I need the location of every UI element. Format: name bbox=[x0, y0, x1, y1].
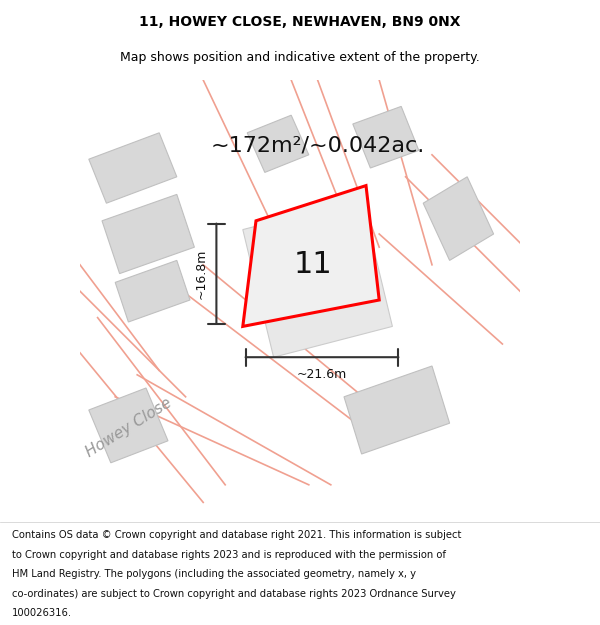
Polygon shape bbox=[102, 194, 194, 274]
Text: 100026316.: 100026316. bbox=[12, 608, 72, 618]
Text: Contains OS data © Crown copyright and database right 2021. This information is : Contains OS data © Crown copyright and d… bbox=[12, 531, 461, 541]
Text: Howey Close: Howey Close bbox=[83, 395, 174, 460]
Polygon shape bbox=[423, 177, 494, 261]
Polygon shape bbox=[344, 366, 449, 454]
Polygon shape bbox=[115, 261, 190, 322]
Text: Map shows position and indicative extent of the property.: Map shows position and indicative extent… bbox=[120, 51, 480, 64]
Text: ~16.8m: ~16.8m bbox=[194, 248, 208, 299]
Text: HM Land Registry. The polygons (including the associated geometry, namely x, y: HM Land Registry. The polygons (includin… bbox=[12, 569, 416, 579]
Text: co-ordinates) are subject to Crown copyright and database rights 2023 Ordnance S: co-ordinates) are subject to Crown copyr… bbox=[12, 589, 456, 599]
Text: 11: 11 bbox=[294, 250, 332, 279]
Text: to Crown copyright and database rights 2023 and is reproduced with the permissio: to Crown copyright and database rights 2… bbox=[12, 550, 446, 560]
Text: ~172m²/~0.042ac.: ~172m²/~0.042ac. bbox=[211, 136, 425, 156]
Polygon shape bbox=[243, 199, 392, 358]
Polygon shape bbox=[353, 106, 419, 168]
Polygon shape bbox=[89, 132, 177, 203]
Polygon shape bbox=[247, 115, 309, 172]
Text: ~21.6m: ~21.6m bbox=[297, 368, 347, 381]
Polygon shape bbox=[89, 388, 168, 462]
Polygon shape bbox=[243, 186, 379, 326]
Text: 11, HOWEY CLOSE, NEWHAVEN, BN9 0NX: 11, HOWEY CLOSE, NEWHAVEN, BN9 0NX bbox=[139, 16, 461, 29]
